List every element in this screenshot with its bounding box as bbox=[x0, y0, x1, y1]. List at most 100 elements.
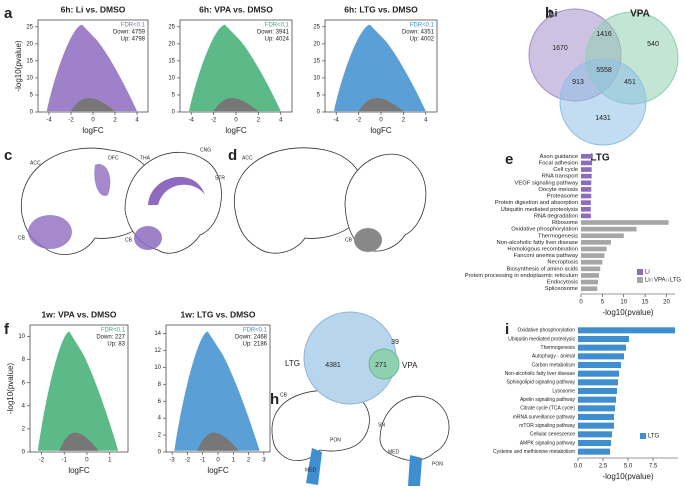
bar bbox=[578, 387, 617, 395]
y-tick-label: 5 bbox=[172, 93, 176, 99]
y-tick-label: 20 bbox=[26, 41, 33, 47]
venn-count: 1431 bbox=[595, 115, 611, 122]
category-label: Ribosome bbox=[552, 220, 578, 226]
category-label: AMPK signaling pathway bbox=[520, 440, 576, 446]
down-count: Down: 4759 bbox=[113, 30, 146, 36]
bar bbox=[578, 379, 618, 386]
fdr-label: FDR<0.1 bbox=[101, 328, 126, 334]
category-label: Thermogenesis bbox=[541, 345, 576, 351]
category-label: RNA degradation bbox=[534, 213, 578, 219]
down-count: Down: 3941 bbox=[257, 30, 290, 36]
category-label: Ubiquitin mediated proteolysis bbox=[508, 336, 575, 342]
y-tick-label: 20 bbox=[313, 41, 320, 47]
bar bbox=[581, 279, 599, 285]
y-tick-label: 25 bbox=[26, 24, 33, 30]
bar bbox=[581, 259, 603, 265]
brain-region-label: CB bbox=[345, 237, 353, 243]
x-tick-label: -3 bbox=[169, 458, 175, 464]
x-tick-label: 0 bbox=[91, 118, 95, 124]
brain-region-label: OFC bbox=[108, 155, 119, 161]
venn-count: 1416 bbox=[596, 31, 612, 38]
x-tick-label: 7.5 bbox=[649, 464, 658, 470]
y-tick-label: 12 bbox=[154, 348, 161, 354]
category-label: Oocyte meiosis bbox=[538, 187, 578, 193]
nonsignificant-cloud bbox=[213, 97, 259, 112]
bar bbox=[578, 405, 615, 412]
venn-count: 1670 bbox=[552, 45, 568, 52]
y-tick-label: 15 bbox=[168, 58, 175, 64]
plot-title: 6h: Li vs. DMSO bbox=[61, 4, 126, 14]
plot-title: 1w: VPA vs. DMSO bbox=[41, 309, 116, 319]
legend-swatch bbox=[637, 269, 643, 275]
panel-letter: i bbox=[505, 321, 509, 338]
y-tick-label: 2 bbox=[158, 433, 162, 439]
up-count: Up: 4798 bbox=[121, 37, 146, 43]
x-axis-label: logFC bbox=[82, 126, 104, 135]
up-count: Up: 83 bbox=[107, 342, 125, 348]
bar bbox=[581, 213, 591, 219]
category-label: Oxidative phosphorylation bbox=[517, 328, 575, 334]
x-tick-label: 2 bbox=[113, 118, 117, 124]
legend-label: Li bbox=[645, 270, 650, 276]
y-tick-label: 6 bbox=[22, 380, 26, 386]
y-tick-label: 10 bbox=[168, 76, 175, 82]
x-tick-label: 0 bbox=[85, 458, 89, 464]
x-tick-label: 4 bbox=[279, 118, 283, 124]
x-tick-label: -4 bbox=[334, 118, 340, 124]
venn-set-label: VPA bbox=[402, 361, 418, 370]
fdr-label: FDR<0.1 bbox=[243, 328, 268, 334]
y-tick-label: 15 bbox=[313, 58, 320, 64]
category-label: Necroptosis bbox=[547, 260, 578, 266]
category-label: Carbon metabolism bbox=[532, 362, 575, 368]
y-tick-label: 25 bbox=[313, 24, 320, 30]
category-label: mRNA surveillance pathway bbox=[513, 414, 576, 420]
point-cloud bbox=[333, 24, 426, 112]
brain-illustrations bbox=[20, 147, 450, 486]
venn-count: 913 bbox=[572, 79, 584, 86]
category-label: Citrate cycle (TCA cycle) bbox=[520, 406, 575, 412]
bar bbox=[581, 233, 624, 239]
x-tick-label: -4 bbox=[46, 118, 52, 124]
category-label: Oxidative phosphorylation bbox=[511, 227, 578, 233]
bar bbox=[578, 335, 629, 343]
x-tick-label: 0 bbox=[379, 118, 383, 124]
bar bbox=[581, 220, 669, 225]
x-tick-label: 5.0 bbox=[624, 464, 633, 470]
category-label: Autophagy - animal bbox=[532, 354, 575, 360]
x-tick-label: 2.5 bbox=[599, 464, 608, 470]
venn-set-label: LTG bbox=[285, 359, 300, 368]
bar bbox=[578, 344, 626, 351]
y-tick-label: 4 bbox=[158, 416, 162, 422]
brain-region-label: MED bbox=[305, 467, 317, 473]
bar bbox=[581, 226, 637, 232]
bar bbox=[581, 246, 607, 252]
category-label: Biosynthesis of amino acids bbox=[506, 266, 578, 272]
brain-region-label: MED bbox=[388, 449, 400, 455]
panel-letter: a bbox=[4, 5, 13, 22]
up-count: Up: 2186 bbox=[243, 342, 268, 348]
plot-frame bbox=[29, 324, 129, 453]
x-tick-label: -2 bbox=[68, 118, 74, 124]
x-tick-label: 0 bbox=[234, 118, 238, 124]
up-count: Up: 4024 bbox=[265, 37, 290, 43]
x-tick-label: -2 bbox=[39, 458, 45, 464]
y-tick-label: 10 bbox=[26, 76, 33, 82]
point-cloud bbox=[37, 331, 119, 451]
venn-set bbox=[559, 58, 647, 146]
x-axis-label: logFC bbox=[370, 126, 392, 135]
bar bbox=[581, 253, 605, 258]
x-tick-label: 2 bbox=[402, 118, 406, 124]
category-label: Thermogenesis bbox=[538, 233, 578, 239]
brain-region-label: PON bbox=[432, 461, 443, 467]
bar bbox=[581, 286, 598, 292]
category-label: Cellular senescence bbox=[530, 432, 575, 438]
category-label: Spliceosome bbox=[545, 286, 578, 292]
x-tick-label: 20 bbox=[663, 300, 670, 306]
x-tick-label: 2 bbox=[257, 118, 261, 124]
bar bbox=[581, 273, 599, 278]
legend-swatch bbox=[637, 277, 643, 283]
y-tick-label: 8 bbox=[158, 382, 162, 388]
category-label: Non-alcoholic fatty liver disease bbox=[505, 371, 576, 377]
bar bbox=[578, 396, 616, 403]
